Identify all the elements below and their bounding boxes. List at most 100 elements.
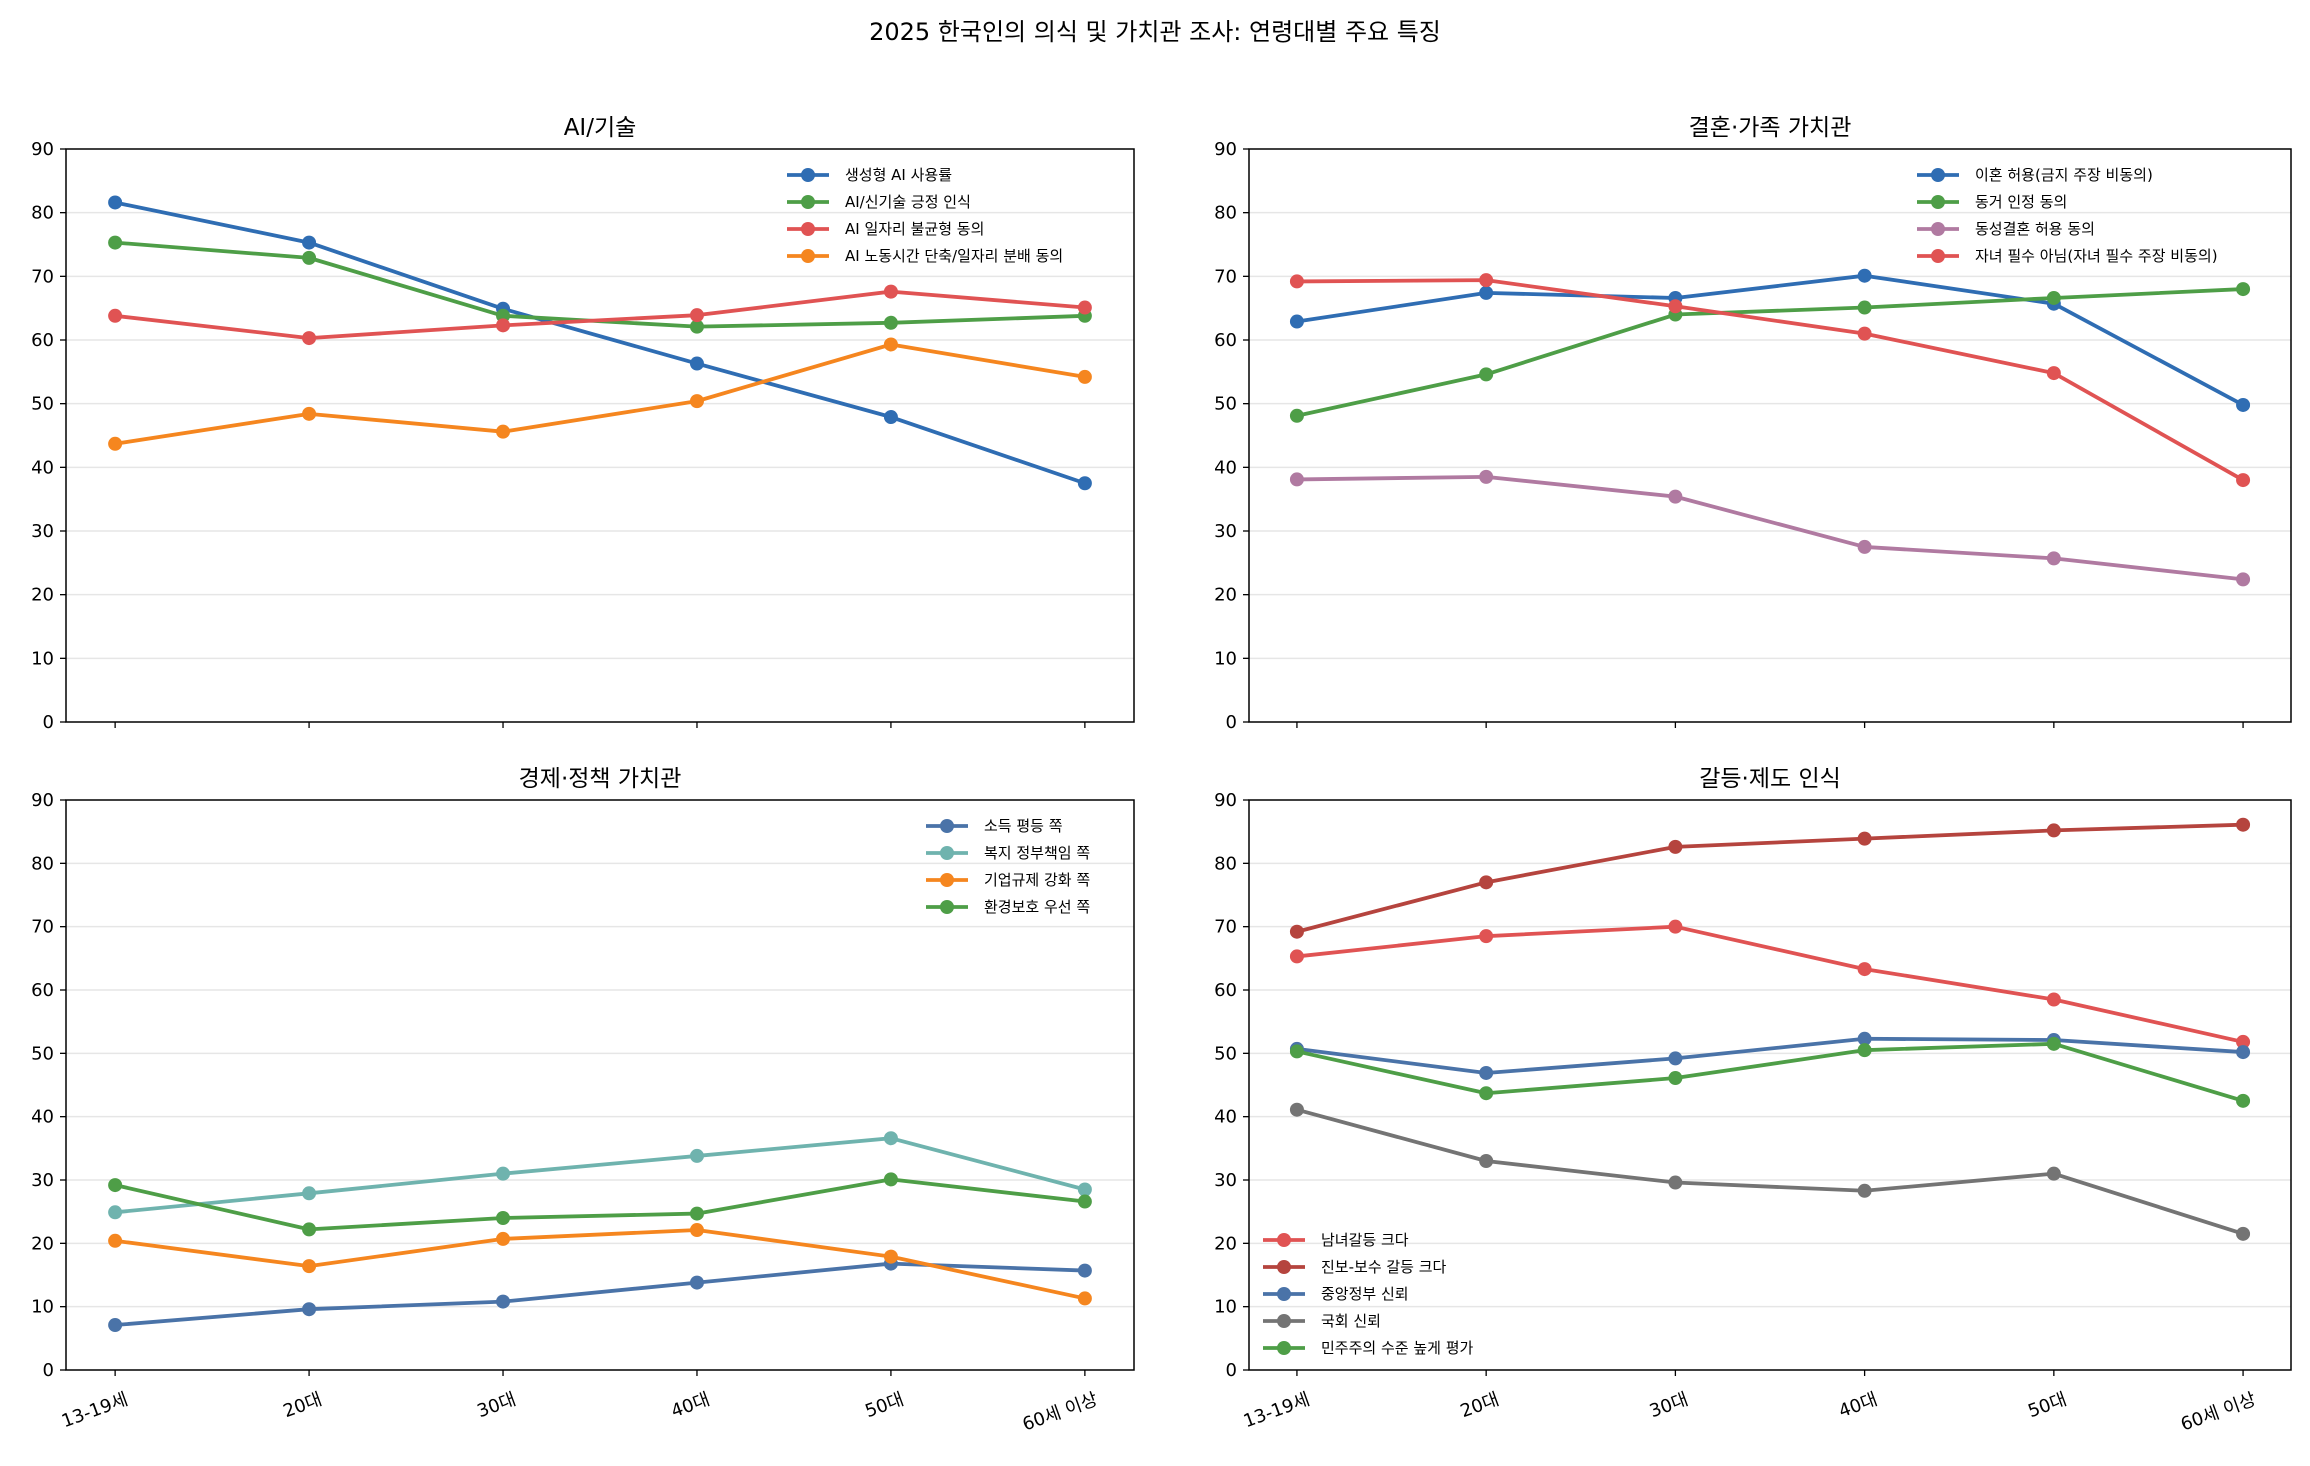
series-line xyxy=(1289,273,2251,488)
data-point xyxy=(1289,408,1304,423)
y-tick-label: 30 xyxy=(1214,521,1237,542)
legend-marker xyxy=(940,819,954,833)
y-tick-label: 20 xyxy=(31,585,54,606)
subplot-0: AI/기술 0 10 20 30 40 50 60 70 80 90 생성형 AI 사용률 AI/신기술… xyxy=(31,115,1135,733)
series-path xyxy=(114,1228,1086,1301)
data-point xyxy=(496,1231,511,1246)
data-point xyxy=(1857,326,1872,341)
axes-frame xyxy=(65,148,1135,723)
x-tick-label: 20대 xyxy=(1458,1389,1502,1422)
y-tick-label: 60 xyxy=(1214,980,1237,1001)
legend-label: 동거 인정 동의 xyxy=(1975,193,2067,211)
y-tick-label: 10 xyxy=(31,1297,54,1318)
series-path xyxy=(1296,287,2244,418)
data-point xyxy=(1479,273,1494,288)
data-point xyxy=(1289,472,1304,487)
x-tick-label: 50대 xyxy=(2025,1389,2069,1422)
y-tick-label: 90 xyxy=(1214,139,1237,160)
data-point xyxy=(1668,919,1683,934)
legend-label: AI 일자리 불균형 동의 xyxy=(845,220,984,238)
data-point xyxy=(1857,1031,1872,1046)
data-point xyxy=(689,394,704,409)
data-point xyxy=(108,436,123,451)
y-tick-label: 50 xyxy=(31,394,54,415)
y-tick-label: 0 xyxy=(1226,712,1237,733)
data-point xyxy=(2236,572,2251,587)
data-point xyxy=(2236,397,2251,412)
data-point xyxy=(496,1294,511,1309)
y-tick-label: 90 xyxy=(31,139,54,160)
data-point xyxy=(2046,1036,2061,1051)
y-tick-label: 70 xyxy=(1214,266,1237,287)
data-point xyxy=(1077,1194,1092,1209)
data-point xyxy=(2046,1166,2061,1181)
data-point xyxy=(1289,1044,1304,1059)
data-point xyxy=(108,1178,123,1193)
data-point xyxy=(2236,1093,2251,1108)
data-point xyxy=(1479,285,1494,300)
subplot-title: 결혼·가족 가치관 xyxy=(1689,115,1852,141)
data-point xyxy=(302,235,317,250)
y-tick-label: 40 xyxy=(31,457,54,478)
data-point xyxy=(883,1131,898,1146)
x-tick-label: 20대 xyxy=(281,1389,325,1422)
data-point xyxy=(108,308,123,323)
x-tick-label: 40대 xyxy=(668,1389,712,1422)
y-tick-label: 40 xyxy=(31,1107,54,1128)
data-point xyxy=(1479,1065,1494,1080)
data-point xyxy=(302,1222,317,1237)
legend-label: 민주주의 수준 높게 평가 xyxy=(1321,1339,1474,1357)
subplot-title: AI/기술 xyxy=(564,115,637,141)
y-tick-label: 0 xyxy=(43,1360,54,1381)
series-line xyxy=(1289,282,2251,423)
data-point xyxy=(883,410,898,425)
figure-title: 2025 한국인의 의식 및 가치관 조사: 연령대별 주요 특징 xyxy=(869,18,1441,46)
data-point xyxy=(2236,473,2251,488)
data-point xyxy=(1857,268,1872,283)
series-line xyxy=(108,1172,1092,1237)
y-tick-label: 50 xyxy=(31,1043,54,1064)
y-tick-label: 20 xyxy=(1214,585,1237,606)
legend-label: 자녀 필수 아님(자녀 필수 주장 비동의) xyxy=(1975,247,2218,265)
data-point xyxy=(1857,831,1872,846)
data-point xyxy=(2236,1045,2251,1060)
series-path xyxy=(114,289,1086,340)
data-point xyxy=(1479,1154,1494,1168)
data-point xyxy=(883,1172,898,1187)
data-point xyxy=(496,318,511,333)
x-tick-label: 60세 이상 xyxy=(1020,1389,1101,1436)
data-point xyxy=(883,1249,898,1264)
data-point xyxy=(496,1211,511,1225)
data-point xyxy=(2236,817,2251,832)
data-point xyxy=(302,1259,317,1274)
data-point xyxy=(689,1275,704,1290)
data-point xyxy=(1479,1086,1494,1101)
legend-label: 생성형 AI 사용률 xyxy=(845,166,952,184)
data-point xyxy=(1668,299,1683,314)
series-path xyxy=(1296,278,2245,482)
legend-marker xyxy=(1931,168,1945,182)
series-path xyxy=(114,1261,1085,1327)
legend-label: AI/신기술 긍정 인식 xyxy=(845,193,971,211)
series-path xyxy=(1296,273,2244,407)
data-point xyxy=(1289,924,1304,939)
data-point xyxy=(1289,274,1304,289)
data-point xyxy=(496,1166,511,1181)
series-path xyxy=(114,342,1086,446)
data-point xyxy=(1857,300,1872,315)
data-point xyxy=(1857,962,1872,977)
y-tick-label: 0 xyxy=(43,712,54,733)
data-point xyxy=(1668,1051,1683,1066)
data-point xyxy=(2236,282,2251,297)
series-line xyxy=(1289,469,2251,587)
axes-frame xyxy=(1248,148,2292,723)
data-point xyxy=(689,319,704,334)
data-point xyxy=(1857,1043,1872,1058)
data-point xyxy=(1077,1263,1092,1278)
legend-marker xyxy=(801,222,815,236)
data-point xyxy=(2046,823,2061,838)
legend-marker xyxy=(1277,1233,1291,1247)
legend-label: 동성결혼 허용 동의 xyxy=(1975,220,2095,238)
